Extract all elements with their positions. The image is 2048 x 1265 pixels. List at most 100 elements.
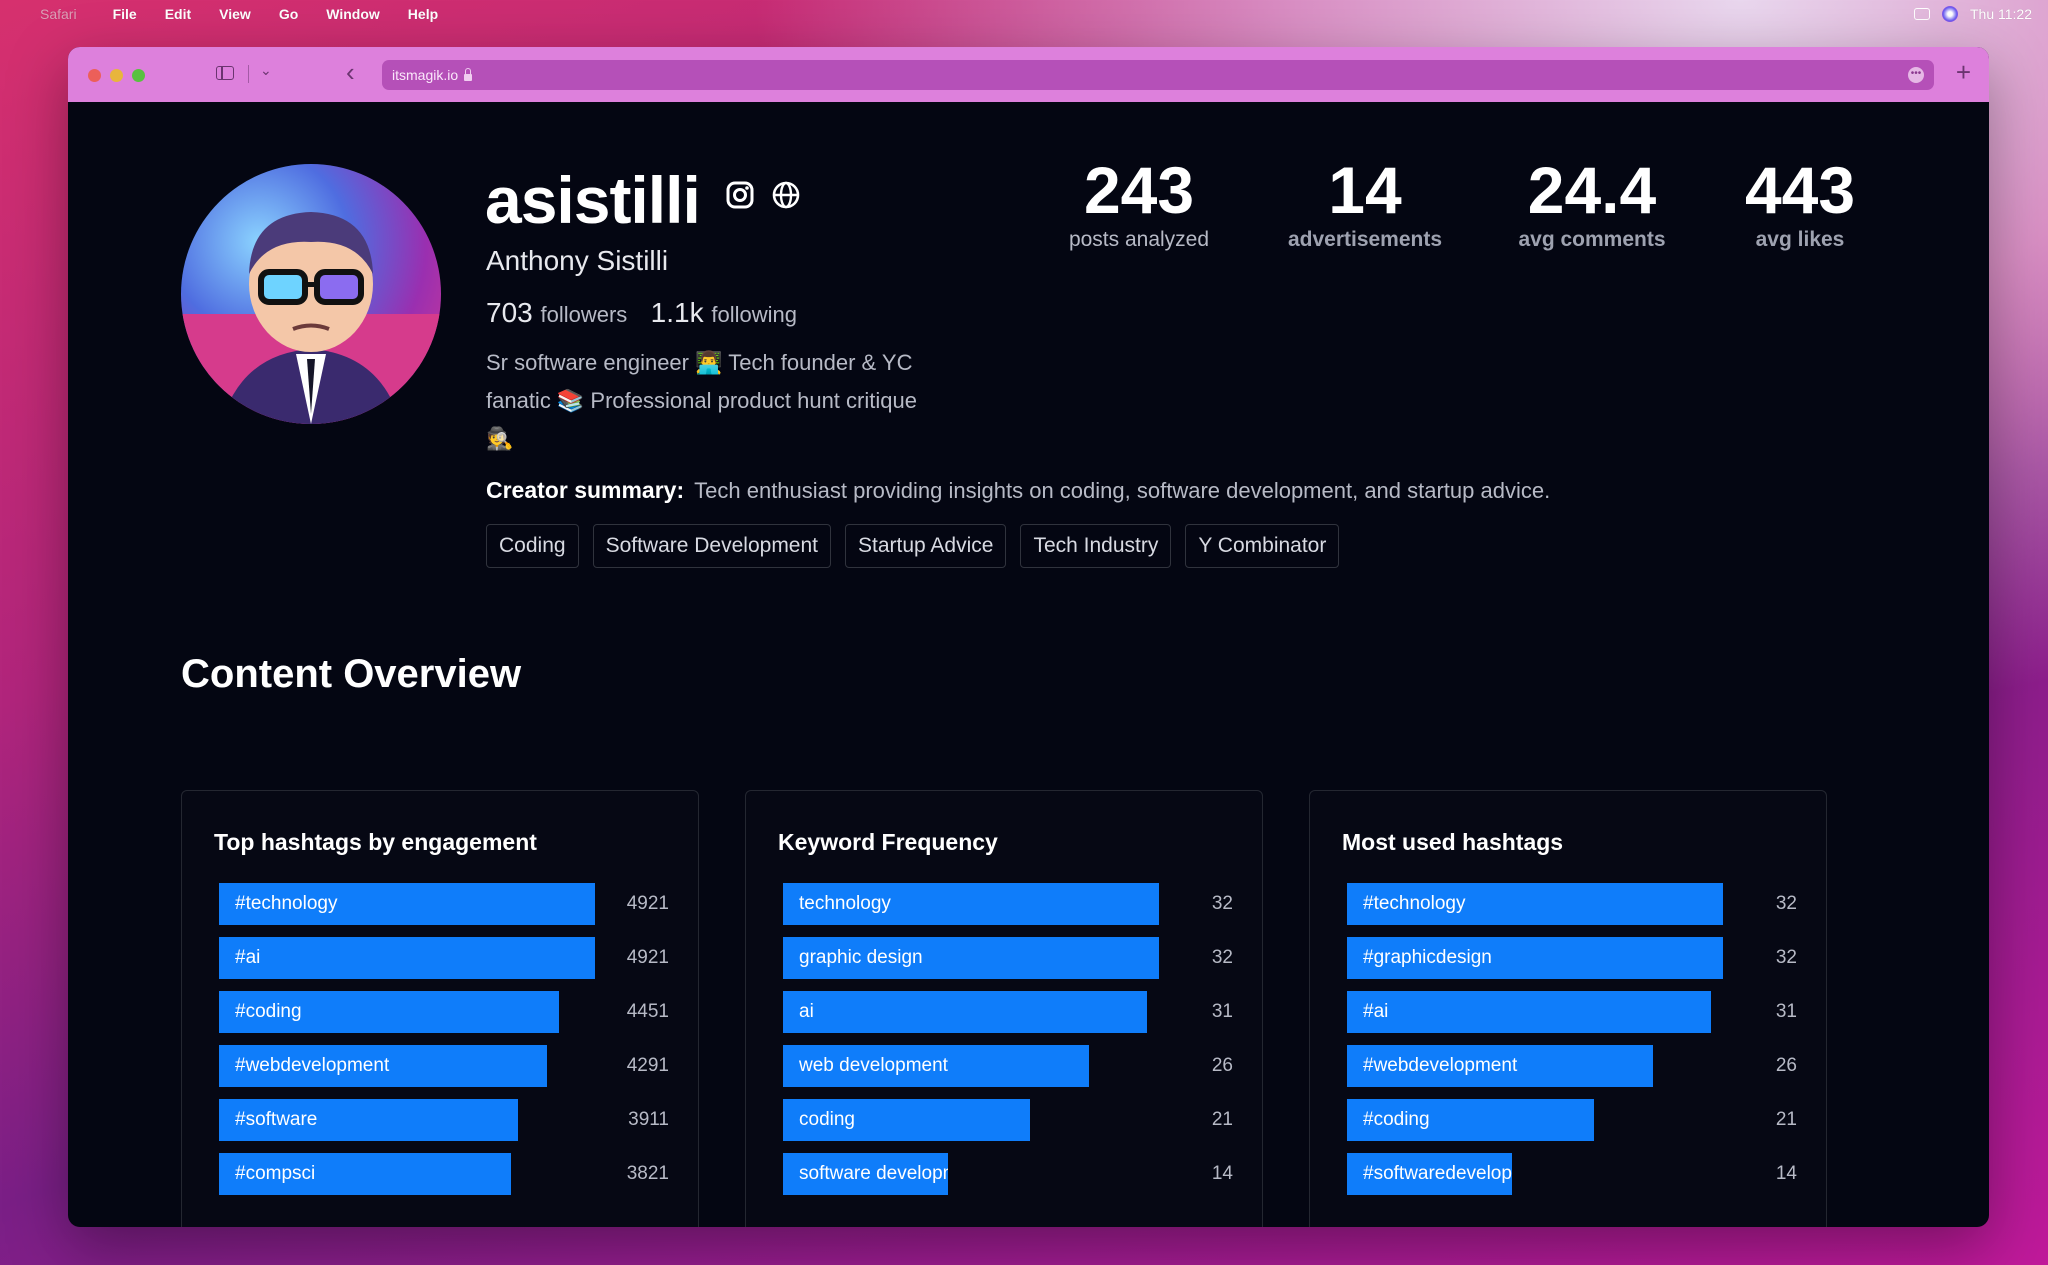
sidebar-toggle-icon[interactable]: [216, 66, 234, 80]
zoom-window-button[interactable]: [132, 69, 145, 82]
tag-tech-industry[interactable]: Tech Industry: [1020, 524, 1172, 568]
bar-row: #graphicdesign 32: [1347, 937, 1797, 991]
stat-posts-analyzed: 243 posts analyzed: [1029, 152, 1249, 252]
bar-row: #software 3911: [219, 1099, 669, 1153]
tag-startup-advice[interactable]: Startup Advice: [845, 524, 1007, 568]
instagram-icon[interactable]: [725, 180, 755, 210]
stat-value: 243: [1083, 153, 1195, 227]
chart-title: Keyword Frequency: [778, 829, 998, 855]
menu-help[interactable]: Help: [407, 5, 439, 22]
bar-row: graphic design 32: [783, 937, 1233, 991]
stat-advertisements: 14 advertisements: [1255, 152, 1475, 252]
bar-value-label: 32: [1775, 947, 1797, 968]
bar[interactable]: #ai: [1347, 991, 1711, 1033]
bar[interactable]: coding: [783, 1099, 1030, 1141]
bar-row: #webdevelopment 4291: [219, 1045, 669, 1099]
back-arrow-icon[interactable]: ‹: [346, 57, 355, 87]
tag-y-combinator[interactable]: Y Combinator: [1185, 524, 1340, 568]
control-center-icon[interactable]: [1913, 7, 1930, 20]
url-text: itsmagik.io: [392, 67, 459, 83]
followers-label: followers: [540, 302, 628, 327]
stat-avg-likes: 443 avg likes: [1690, 152, 1910, 252]
bar[interactable]: web development: [783, 1045, 1089, 1087]
profile-username: asistilli: [485, 163, 701, 237]
chart-title: Most used hashtags: [1342, 829, 1564, 855]
close-window-button[interactable]: [88, 69, 101, 82]
bar-row: #webdevelopment 26: [1347, 1045, 1797, 1099]
follow-counts: 703 followers 1.1k following: [486, 297, 797, 329]
bar-row: ai 31: [783, 991, 1233, 1045]
stat-label: avg likes: [1755, 228, 1845, 251]
bar[interactable]: #technology: [1347, 883, 1723, 925]
bar[interactable]: #ai: [219, 937, 595, 979]
bar-value-label: 4921: [626, 893, 669, 914]
bar-value-label: 26: [1775, 1055, 1797, 1076]
menu-edit[interactable]: Edit: [164, 5, 192, 22]
toolbar-divider: [248, 65, 249, 83]
bar-row: #technology 4921: [219, 883, 669, 937]
bar[interactable]: #technology: [219, 883, 595, 925]
bar-row: technology 32: [783, 883, 1233, 937]
bar-value-label: 14: [1775, 1163, 1797, 1184]
bar-value-label: 4921: [626, 947, 669, 968]
chevron-down-icon[interactable]: ⌄: [260, 62, 272, 78]
chart-card-keyword-frequency: Keyword Frequency technology 32 graphic de…: [745, 790, 1263, 1227]
bar[interactable]: technology: [783, 883, 1159, 925]
bar[interactable]: #webdevelopment: [1347, 1045, 1653, 1087]
bar-value-label: 31: [1775, 1001, 1797, 1022]
page-content: asistilli Anthony Sistilli 703 followers…: [68, 102, 1989, 1227]
bar[interactable]: software development: [783, 1153, 948, 1195]
minimize-window-button[interactable]: [110, 69, 123, 82]
bar[interactable]: graphic design: [783, 937, 1159, 979]
bar-value-label: 14: [1211, 1163, 1233, 1184]
bar-row: #compsci 3821: [219, 1153, 669, 1207]
menu-file[interactable]: File: [112, 5, 137, 22]
creator-summary-text: Tech enthusiast providing insights on co…: [694, 478, 1551, 503]
bar-value-label: 21: [1211, 1109, 1233, 1130]
following-label: following: [711, 302, 797, 327]
bar-row: #technology 32: [1347, 883, 1797, 937]
stat-label: posts analyzed: [1068, 228, 1210, 251]
lock-icon: [464, 67, 473, 81]
more-options-icon[interactable]: •••: [1908, 67, 1924, 83]
menu-go[interactable]: Go: [278, 5, 299, 22]
chart-title: Top hashtags by engagement: [214, 829, 537, 855]
bar-row: #ai 4921: [219, 937, 669, 991]
stat-label: advertisements: [1287, 228, 1443, 251]
new-tab-button[interactable]: +: [1955, 57, 1971, 87]
bar[interactable]: #coding: [219, 991, 559, 1033]
bar-value-label: 3821: [626, 1163, 669, 1184]
creator-summary: Creator summary: Tech enthusiast providin…: [486, 477, 1550, 504]
menu-app-name[interactable]: Safari: [40, 5, 77, 22]
bar-row: web development 26: [783, 1045, 1233, 1099]
bar[interactable]: #software: [219, 1099, 518, 1141]
tag-software-development[interactable]: Software Development: [592, 524, 832, 568]
bar[interactable]: #compsci: [219, 1153, 511, 1195]
bar[interactable]: #graphicdesign: [1347, 937, 1723, 979]
bar[interactable]: ai: [783, 991, 1147, 1033]
bar-value-label: 31: [1211, 1001, 1233, 1022]
siri-icon[interactable]: [1941, 5, 1958, 22]
cartoon-avatar-icon: [181, 212, 441, 424]
stat-label: avg comments: [1518, 228, 1666, 251]
avatar: [181, 164, 441, 424]
bar[interactable]: #coding: [1347, 1099, 1594, 1141]
bar-value-label: 26: [1211, 1055, 1233, 1076]
topic-tags: Coding Software Development Startup Advi…: [486, 524, 1340, 568]
bar-row: software development 14: [783, 1153, 1233, 1207]
tag-coding[interactable]: Coding: [486, 524, 579, 568]
creator-summary-label: Creator summary:: [486, 477, 685, 503]
bar[interactable]: #webdevelopment: [219, 1045, 547, 1087]
stat-value: 443: [1744, 153, 1856, 227]
menu-window[interactable]: Window: [326, 5, 380, 22]
menu-clock[interactable]: Thu 11:22: [1969, 5, 2032, 22]
menu-view[interactable]: View: [219, 5, 251, 22]
address-bar[interactable]: itsmagik.io •••: [382, 60, 1934, 90]
bar-value-label: 4291: [626, 1055, 669, 1076]
chart-card-top-hashtags: Top hashtags by engagement #technology 49…: [181, 790, 699, 1227]
followers-count: 703: [486, 297, 533, 328]
globe-icon[interactable]: [771, 180, 801, 210]
content-overview-title: Content Overview: [181, 652, 522, 696]
